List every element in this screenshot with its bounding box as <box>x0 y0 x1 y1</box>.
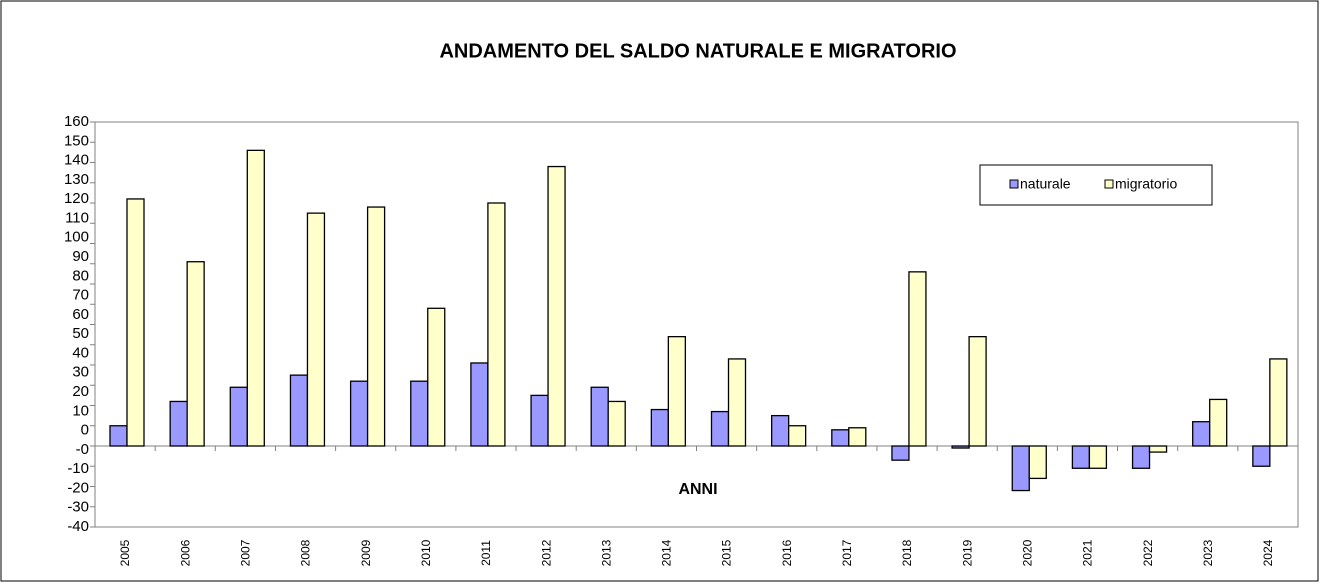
x-tick-label: 2014 <box>660 539 674 566</box>
bar <box>1209 398 1228 447</box>
y-tick-label: -10 <box>67 460 89 477</box>
bar <box>1131 445 1151 469</box>
bar <box>1148 445 1168 453</box>
bar <box>1269 358 1288 447</box>
x-tick-label: 2012 <box>539 539 553 566</box>
bar <box>968 335 987 447</box>
y-tick-label: 30 <box>72 364 89 381</box>
x-tick-label: 2007 <box>239 539 253 566</box>
bar <box>788 425 807 447</box>
bar <box>126 198 145 447</box>
y-tick-label: 120 <box>64 190 89 207</box>
bar <box>1192 421 1211 447</box>
x-tick-label: 2011 <box>479 540 493 566</box>
y-tick-label: 90 <box>72 248 89 265</box>
bar <box>289 374 309 447</box>
bar <box>710 410 730 447</box>
x-tick-label: 2021 <box>1081 539 1095 566</box>
y-tick-label: -30 <box>67 499 89 516</box>
legend-box <box>979 164 1213 206</box>
x-tick-label: 2018 <box>900 539 914 566</box>
bar <box>487 202 506 447</box>
y-tick-label: -20 <box>67 479 89 496</box>
bar <box>667 335 686 447</box>
y-tick-label: 50 <box>72 325 89 342</box>
bar <box>306 212 326 447</box>
x-axis-label: ANNI <box>678 481 717 498</box>
bar <box>771 414 790 447</box>
y-tick-label: 130 <box>64 171 89 188</box>
x-tick-label: 2019 <box>960 539 974 566</box>
chart-title: ANDAMENTO DEL SALDO NATURALE E MIGRATORI… <box>439 40 956 62</box>
bar <box>169 400 188 447</box>
y-tick-label: 80 <box>72 267 89 284</box>
bar <box>229 386 248 447</box>
legend-label: naturale <box>1020 176 1071 192</box>
x-tick-label: 2005 <box>118 539 132 566</box>
y-tick-label: 20 <box>72 383 89 400</box>
bar <box>530 394 549 447</box>
bar <box>1011 445 1030 492</box>
x-tick-label: 2009 <box>359 539 373 566</box>
bar <box>1071 445 1091 469</box>
x-tick-label: 2015 <box>720 539 734 566</box>
bar <box>410 380 429 447</box>
y-tick-label: 40 <box>72 344 89 361</box>
bar <box>1252 445 1271 467</box>
y-tick-label: 160 <box>64 113 89 130</box>
bar <box>547 165 566 447</box>
x-tick-label: 2017 <box>840 539 854 566</box>
x-tick-label: 2010 <box>419 539 433 566</box>
y-tick-label: 100 <box>64 229 89 246</box>
bar <box>246 149 265 447</box>
x-tick-label: 2024 <box>1261 539 1275 566</box>
x-tick-label: 2022 <box>1141 539 1155 566</box>
bar <box>427 307 446 447</box>
y-tick-label: -0 <box>76 441 89 458</box>
legend-swatch <box>1104 179 1114 189</box>
y-tick-label: 0 <box>81 422 89 439</box>
y-tick-label: 70 <box>72 287 89 304</box>
y-tick-label: 150 <box>64 132 89 149</box>
legend-swatch <box>1009 179 1019 189</box>
y-tick-label: -40 <box>67 518 89 535</box>
bar <box>366 206 386 447</box>
bar <box>109 425 128 447</box>
x-tick-label: 2023 <box>1201 539 1215 566</box>
bar <box>891 445 910 461</box>
bar <box>1088 445 1108 469</box>
bar <box>908 271 927 447</box>
x-tick-label: 2006 <box>178 539 192 566</box>
bar <box>590 386 609 447</box>
y-tick-label: 60 <box>72 306 89 323</box>
y-tick-label: 110 <box>65 209 89 226</box>
y-tick-label: 140 <box>64 152 89 169</box>
bar <box>650 408 669 447</box>
legend-label: migratorio <box>1115 176 1177 192</box>
bar <box>349 380 369 447</box>
y-tick-label: 10 <box>72 402 89 419</box>
x-tick-label: 2008 <box>299 539 313 566</box>
bar <box>186 261 205 447</box>
bar <box>848 427 867 447</box>
x-tick-label: 2016 <box>780 539 794 566</box>
bar <box>951 445 970 449</box>
x-tick-label: 2020 <box>1020 539 1034 566</box>
bar <box>831 429 850 447</box>
bar <box>607 400 626 447</box>
bar <box>1028 445 1047 480</box>
x-tick-label: 2013 <box>599 539 613 566</box>
bar <box>727 358 747 447</box>
bar <box>470 362 489 447</box>
